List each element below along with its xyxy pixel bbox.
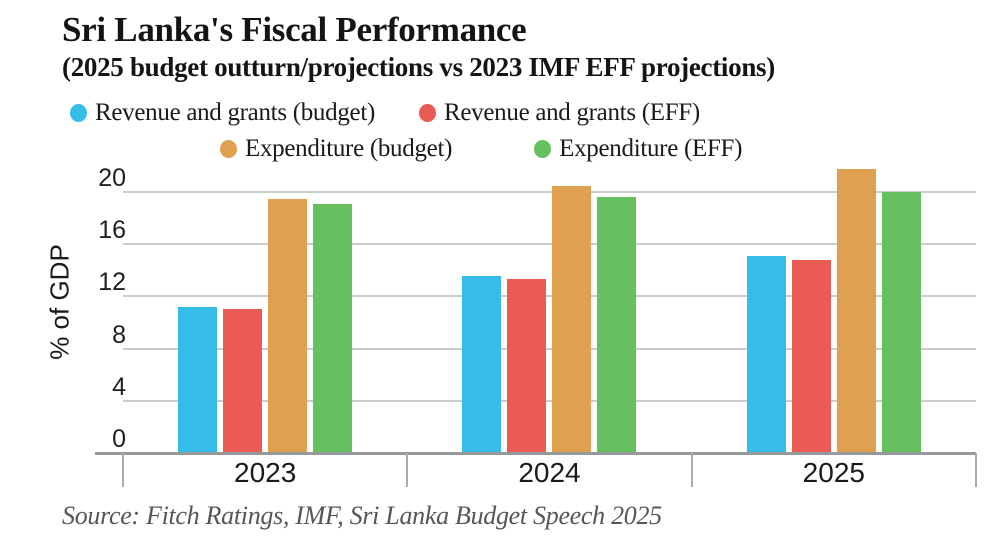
x-axis-tick <box>406 453 409 487</box>
bar-revenue-and-grants-budget-2024 <box>462 275 502 453</box>
x-axis-tick <box>122 453 124 487</box>
legend-label: Expenditure (EFF) <box>559 135 743 162</box>
gridline-12 <box>123 295 976 298</box>
legend-swatch-icon <box>534 140 552 158</box>
legend-item-revenue-and-grants-budget: Revenue and grants (budget) <box>70 99 375 127</box>
legend-swatch-icon <box>419 104 436 122</box>
legend-row-1: Revenue and grants (budget) Revenue and g… <box>70 99 700 127</box>
legend-item-expenditure-budget: Expenditure (budget) <box>220 135 452 163</box>
y-tick-label-8: 8 <box>112 320 126 349</box>
y-tick-label-20: 20 <box>98 164 126 192</box>
bar-revenue-and-grants-eff-2025 <box>791 259 831 453</box>
gridline-8 <box>123 347 976 350</box>
bar-expenditure-eff-2025 <box>881 192 921 453</box>
y-tick-label-16: 16 <box>98 216 126 245</box>
gridline-4 <box>123 399 976 402</box>
legend-swatch-icon <box>70 104 87 122</box>
legend-row-2: Expenditure (budget) Expenditure (EFF) <box>220 135 742 163</box>
legend-swatch-icon <box>220 140 237 158</box>
chart-title: Sri Lanka's Fiscal Performance <box>62 10 527 49</box>
x-category-label-2023: 2023 <box>234 457 297 488</box>
gridline-16 <box>123 243 976 246</box>
y-tick-label-4: 4 <box>112 372 126 401</box>
source-note: Source: Fitch Ratings, IMF, Sri Lanka Bu… <box>62 501 662 530</box>
bar-group-2025 <box>692 160 976 453</box>
legend-label: Revenue and grants (EFF) <box>444 99 700 126</box>
bar-group-2023 <box>123 160 407 453</box>
x-axis-line <box>95 452 976 455</box>
x-axis-tick <box>975 453 977 487</box>
bar-expenditure-budget-2023 <box>268 198 308 453</box>
legend-label: Expenditure (budget) <box>245 135 453 162</box>
bar-expenditure-budget-2025 <box>836 168 876 453</box>
bar-revenue-and-grants-eff-2023 <box>223 309 263 453</box>
legend-item-expenditure-eff: Expenditure (EFF) <box>534 135 742 163</box>
legend-item-revenue-and-grants-eff: Revenue and grants (EFF) <box>419 99 700 127</box>
bar-expenditure-eff-2023 <box>313 203 353 453</box>
bar-revenue-and-grants-budget-2023 <box>178 306 218 453</box>
y-tick-label-0: 0 <box>112 425 126 453</box>
legend-label: Revenue and grants (budget) <box>95 99 375 126</box>
x-category-label-2025: 2025 <box>802 457 865 488</box>
chart-subtitle: (2025 budget outturn/projections vs 2023… <box>62 52 775 82</box>
x-category-label-2024: 2024 <box>518 457 581 488</box>
bar-group-2024 <box>407 160 691 453</box>
x-axis-tick <box>690 453 693 487</box>
gridline-20 <box>123 191 976 193</box>
bar-revenue-and-grants-budget-2025 <box>746 255 786 453</box>
bar-expenditure-eff-2024 <box>597 197 637 453</box>
bar-revenue-and-grants-eff-2024 <box>507 279 547 453</box>
y-tick-label-12: 12 <box>98 268 126 297</box>
bar-expenditure-budget-2024 <box>552 185 592 453</box>
